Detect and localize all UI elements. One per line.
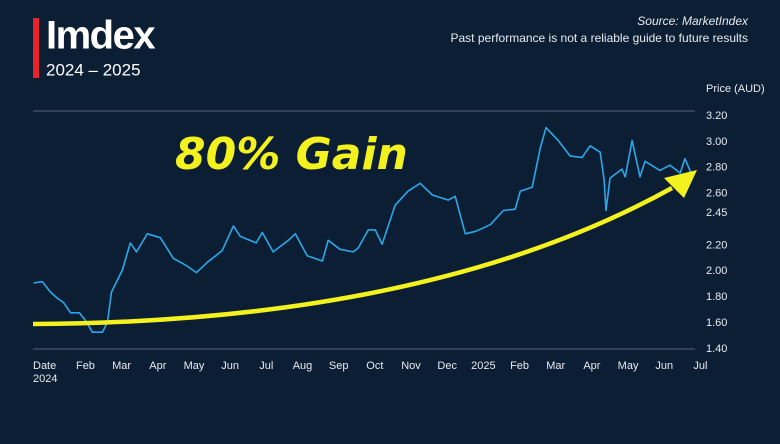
x-tick-label: Jul (259, 360, 273, 372)
x-tick-label: 2025 (471, 360, 495, 372)
x-tick-label: Oct (366, 360, 383, 372)
x-tick-label: Jul (693, 360, 707, 372)
trend-arrow (32, 186, 674, 327)
x-tick-label: Dec (437, 360, 457, 372)
annotation: 80% Gain (175, 129, 408, 180)
chart-subtitle: 2024 – 2025 (46, 60, 141, 79)
x-tick-label: Aug (293, 360, 313, 372)
x-tick-label: Apr (583, 360, 600, 372)
x-tick-label: May (618, 360, 639, 372)
x-tick-label: 2024 (33, 373, 57, 385)
x-tick-label: May (184, 360, 205, 372)
x-tick-label: Apr (149, 360, 166, 372)
plot-area: 1.40 1.60 1.80 2.00 2.20 2.45 2.60 2.80 3.00 3.20… (33, 110, 727, 385)
y-tick-label: 1.60 (706, 317, 727, 329)
y-tick-label: 1.80 (706, 291, 727, 303)
y-tick-label: 2.45 (706, 207, 727, 219)
y-tick-label: 2.20 (706, 239, 727, 251)
disclaimer: Past performance is not a reliable guide… (451, 31, 749, 45)
y-axis-label: Price (AUD) (706, 83, 765, 95)
title-accent (33, 18, 39, 78)
x-tick-label: Jun (655, 360, 673, 372)
x-tick-label: Feb (510, 360, 529, 372)
trend-arrow-head (664, 170, 697, 198)
y-tick-label: 3.00 (706, 136, 727, 148)
y-tick-label: 3.20 (706, 110, 727, 122)
y-tick-label: 2.80 (706, 162, 727, 174)
x-tick-label: Jun (221, 360, 239, 372)
source: Source: MarketIndex (637, 14, 749, 28)
x-tick-label: Nov (401, 360, 421, 372)
price-line (33, 126, 693, 333)
x-tick-label: Feb (76, 360, 95, 372)
chart-title: Imdex (46, 14, 155, 58)
y-tick-label: 2.60 (706, 188, 727, 200)
y-tick-label: 2.00 (706, 265, 727, 277)
x-tick-label: Sep (329, 360, 349, 372)
x-tick-label: Mar (546, 360, 565, 372)
x-tick-label: Mar (112, 360, 131, 372)
y-tick-label: 1.40 (706, 343, 727, 355)
x-axis-label: Date (33, 360, 56, 372)
